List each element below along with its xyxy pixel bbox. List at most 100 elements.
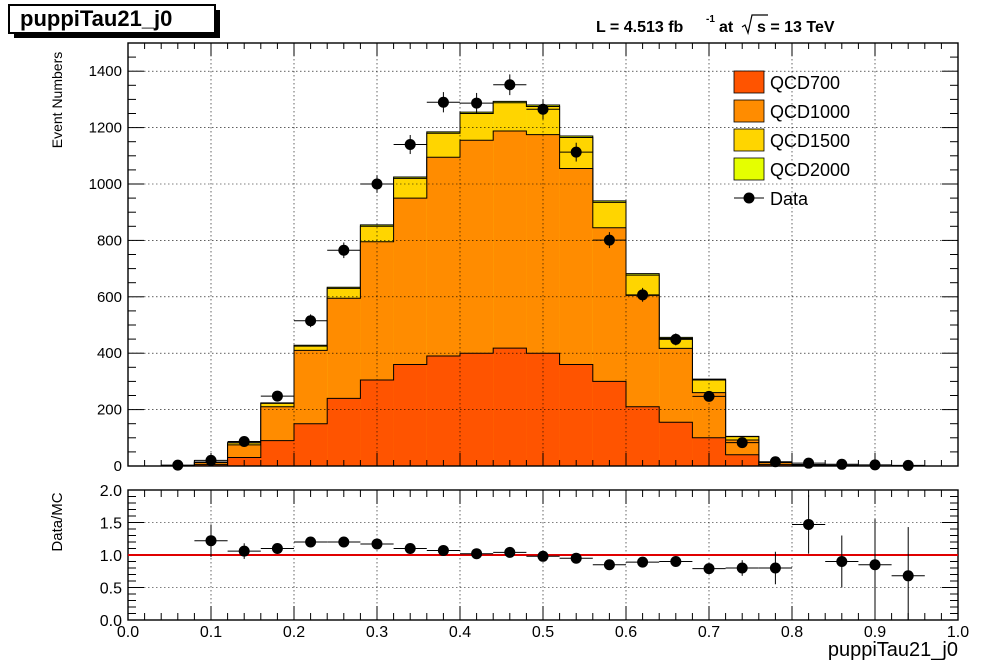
ratio-xlabel: puppiTau21_j0 (828, 639, 958, 661)
lumi-sup: -1 (706, 14, 715, 25)
data-point (371, 178, 383, 190)
ratio-point (371, 538, 383, 550)
ratio-point (803, 518, 815, 530)
legend-label: QCD1000 (770, 102, 850, 122)
lumi-at: at (719, 19, 734, 36)
data-point (603, 234, 615, 246)
ratio-xtick-label: 0.5 (532, 624, 554, 641)
ratio-ytick-label: 1.0 (100, 548, 122, 565)
main-ylabel: Event Numbers (49, 52, 65, 148)
main-ytick-label: 400 (97, 345, 122, 362)
ratio-point (504, 546, 516, 558)
ratio-point (836, 556, 848, 567)
ratio-point (570, 552, 582, 564)
legend-label: QCD700 (770, 73, 840, 93)
ratio-xtick-label: 1.0 (947, 624, 969, 641)
hist-bar-qcd700 (559, 364, 593, 466)
hist-bar-qcd700 (659, 422, 693, 466)
legend-swatch-qcd700 (733, 70, 765, 94)
ratio-plot: 0.0 0.5 1.0 1.5 2.0 0.0 0.1 0.2 0.3 0.4 0.5 0.6 0.7 0… (100, 483, 969, 641)
legend-data-marker (743, 192, 755, 204)
lumi-energy: s = 13 TeV (757, 19, 835, 36)
ratio-point (205, 535, 217, 547)
data-point (637, 289, 649, 301)
ratio-ytick-label: 0.5 (100, 581, 122, 598)
main-ytick-label: 800 (97, 232, 122, 249)
legend-label: QCD2000 (770, 160, 850, 180)
ratio-point (637, 556, 649, 568)
hist-bar-qcd700 (426, 356, 460, 466)
data-point (769, 456, 781, 468)
data-point (570, 146, 582, 158)
legend-swatch-qcd2000 (733, 157, 765, 181)
ratio-point (537, 550, 549, 562)
ratio-xtick-label: 0.9 (864, 624, 886, 641)
data-point (537, 103, 549, 115)
data-point (736, 437, 748, 449)
data-point (670, 333, 682, 345)
data-point (172, 459, 184, 471)
data-point (703, 390, 715, 402)
data-point (437, 96, 449, 108)
ratio-ytick-label: 1.5 (100, 516, 122, 533)
ratio-point (703, 563, 715, 575)
ratio-xtick-label: 0.8 (781, 624, 803, 641)
data-point (803, 457, 815, 469)
lumi-label: L = 4.513 fb -1 at s = 13 TeV (596, 14, 835, 36)
ratio-point (869, 559, 881, 571)
ratio-xtick-label: 0.3 (366, 624, 388, 641)
legend: QCD700 QCD1000 QCD1500 QCD2000 Data (733, 70, 850, 209)
hist-bar-qcd700 (327, 398, 361, 466)
hist-bar-qcd700 (592, 381, 626, 466)
ratio-ytick-label: 0.0 (100, 613, 122, 630)
main-ytick-label: 0 (114, 458, 122, 475)
main-ytick-label: 200 (97, 402, 122, 419)
main-ytick-label: 1000 (89, 176, 122, 193)
ratio-point (603, 559, 615, 571)
ratio-xtick-label: 0.6 (615, 624, 637, 641)
data-point (305, 315, 317, 327)
data-point (471, 97, 483, 109)
data-point (338, 244, 350, 256)
ratio-ylabel: Data/MC (49, 492, 66, 551)
ratio-point (271, 543, 283, 554)
legend-swatch-qcd1000 (733, 99, 765, 123)
hist-bar-qcd700 (393, 364, 427, 466)
ratio-point (471, 548, 483, 560)
legend-swatch-qcd1500 (733, 128, 765, 152)
data-point (869, 459, 881, 471)
ratio-xtick-label: 0.4 (449, 624, 471, 641)
lumi-prefix: L = 4.513 fb (596, 19, 684, 36)
hist-bar-qcd700 (526, 353, 560, 466)
data-point (404, 139, 416, 151)
data-point (205, 454, 217, 466)
ratio-point (902, 570, 914, 582)
main-ytick-label: 600 (97, 289, 122, 306)
ratio-point (404, 543, 416, 554)
ratio-point (769, 562, 781, 574)
ratio-point (238, 545, 250, 557)
ratio-point (736, 562, 748, 574)
hist-bar-qcd700 (493, 348, 527, 466)
main-plot: 0 200 400 600 800 1000 1200 1400 QCD700 QCD1000 QC… (89, 42, 959, 475)
data-point (504, 79, 516, 91)
ratio-xtick-label: 0.0 (117, 624, 139, 641)
main-ytick-label: 1200 (89, 120, 122, 137)
ratio-point (670, 556, 682, 567)
ratio-point (437, 544, 449, 556)
main-ytick-label: 1400 (89, 63, 122, 80)
data-point (836, 458, 848, 470)
plot-title: puppiTau21_j0 (8, 4, 220, 38)
data-point (902, 459, 914, 471)
ratio-xtick-label: 0.2 (283, 624, 305, 641)
ratio-point (305, 536, 317, 548)
ratio-xtick-label: 0.7 (698, 624, 720, 641)
sqrt-icon (741, 14, 768, 36)
ratio-ytick-label: 2.0 (100, 483, 122, 500)
hist-bar-qcd700 (294, 423, 328, 466)
ratio-xtick-label: 0.1 (200, 624, 222, 641)
data-point (238, 435, 250, 447)
legend-label: Data (770, 189, 809, 209)
hist-bar-qcd700 (626, 406, 660, 466)
